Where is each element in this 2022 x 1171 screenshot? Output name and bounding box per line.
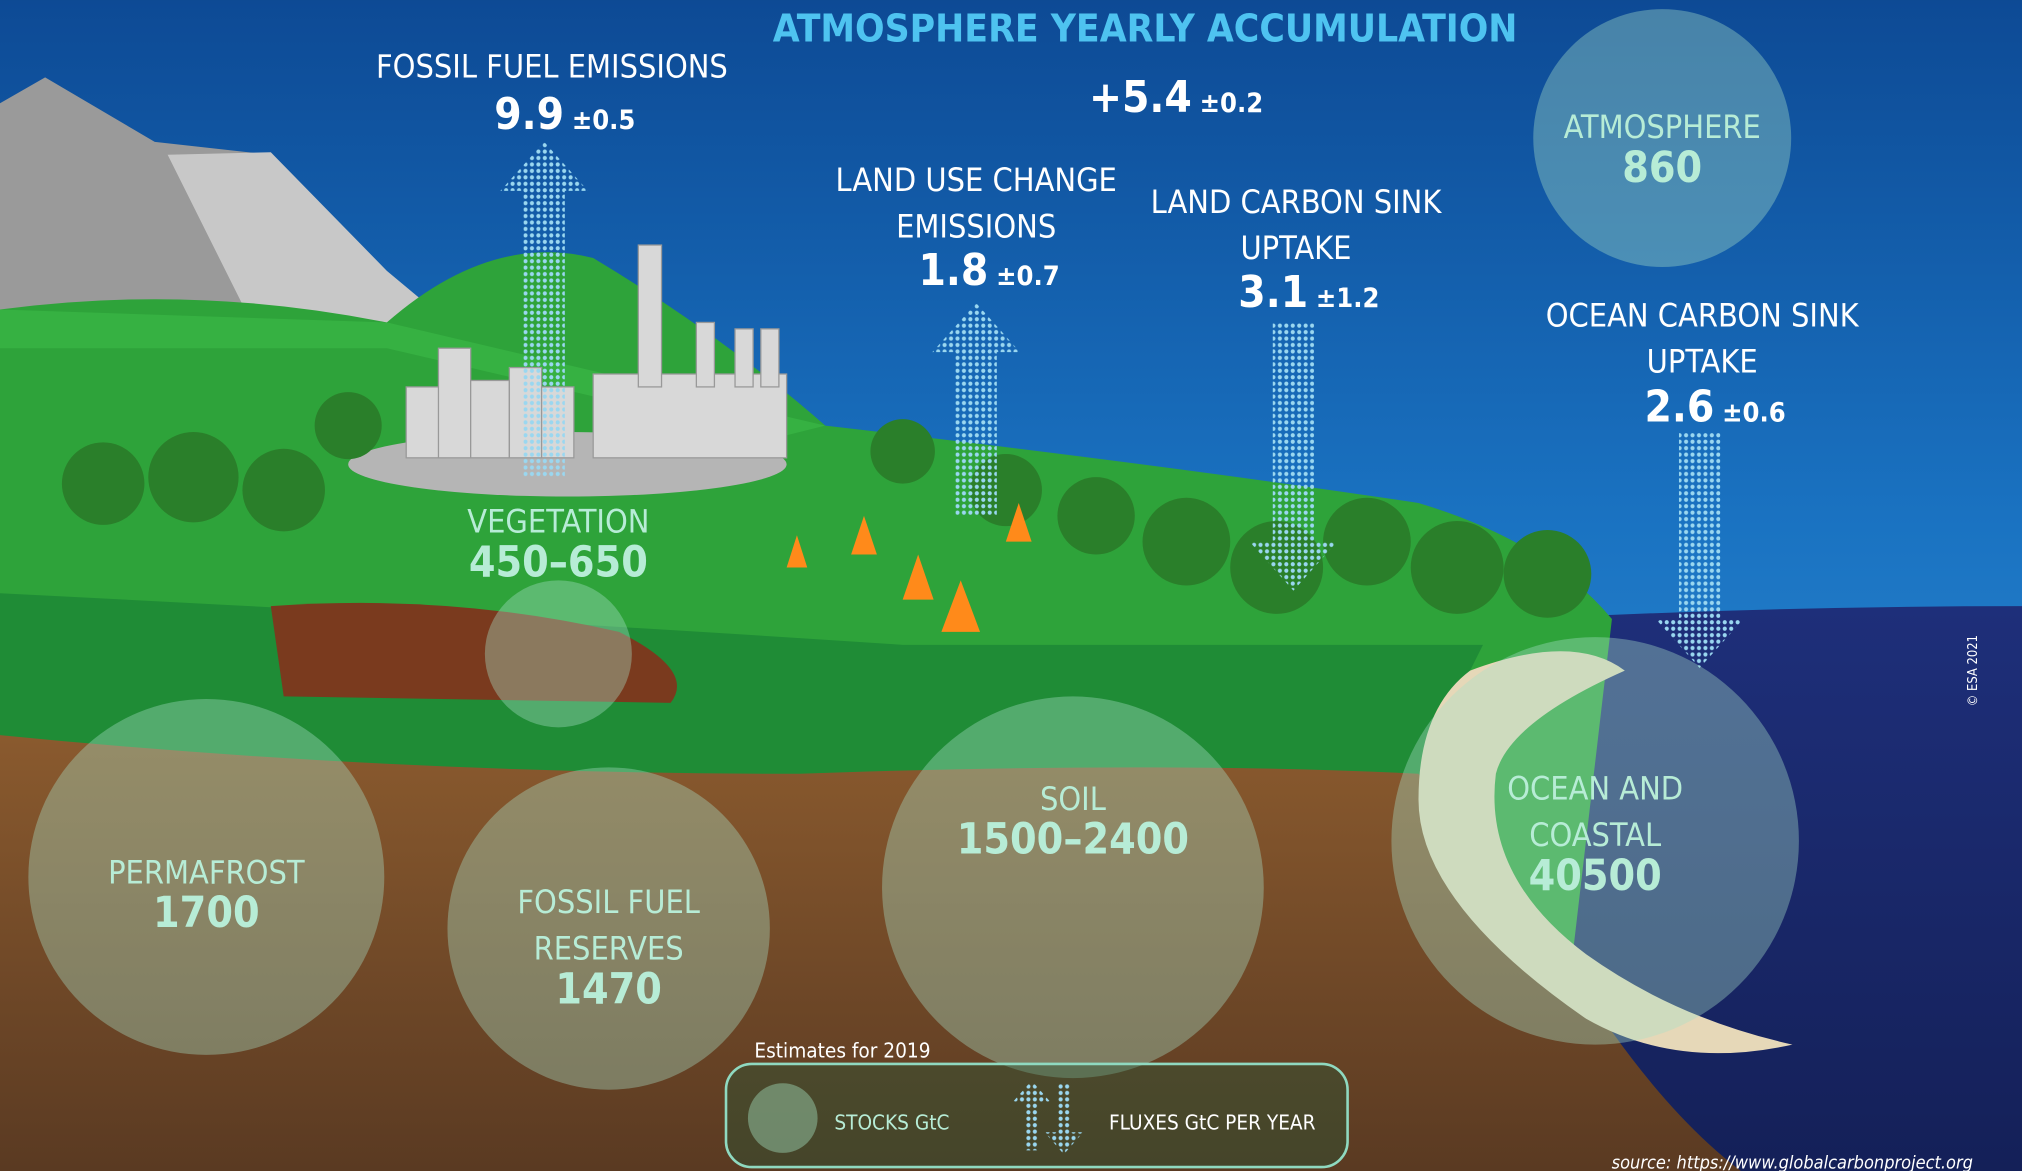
stock-value: 1470 xyxy=(555,965,662,1014)
flux-uncertainty: ±0.6 xyxy=(1722,398,1786,429)
stock-value: 450–650 xyxy=(469,538,648,587)
stock-circle xyxy=(447,767,770,1090)
flux-label: OCEAN CARBON SINK xyxy=(1546,296,1860,334)
flux-amount: 2.6 ±0.6 xyxy=(1645,382,1786,433)
flux-arrow xyxy=(500,141,589,478)
stock-value: 1500–2400 xyxy=(957,816,1189,865)
stock-circle xyxy=(1533,9,1792,267)
stock-circle xyxy=(1391,637,1799,1045)
stock-label: FOSSIL FUEL xyxy=(517,883,700,921)
legend-fluxes: FLUXES GtC PER YEAR xyxy=(1109,1111,1316,1135)
flux-value: 1.8 xyxy=(918,245,988,296)
stock-label: SOIL xyxy=(1040,780,1106,818)
flux-arrow xyxy=(932,303,1021,516)
mountain-snow xyxy=(167,152,465,336)
stock-circle xyxy=(484,580,632,728)
stock-label: VEGETATION xyxy=(467,503,649,541)
stock-label: ATMOSPHERE xyxy=(1564,108,1761,146)
legend-caption: Estimates for 2019 xyxy=(754,1038,930,1062)
hill xyxy=(0,309,826,439)
legend-stock-icon xyxy=(747,1083,818,1153)
labels: FOSSIL FUEL EMISSIONS 9.9 ±0.5 LAND USE CHA… xyxy=(28,9,1860,1090)
flux-amount: 9.9 ±0.5 xyxy=(494,89,635,140)
stock-label: PERMAFROST xyxy=(108,853,305,891)
stock-label: RESERVES xyxy=(534,929,684,967)
flux-amount: 1.8 ±0.7 xyxy=(918,245,1059,296)
flux-value: 9.9 xyxy=(494,89,564,140)
flux-label: LAND CARBON SINK xyxy=(1151,183,1443,221)
legend-flux-up xyxy=(1012,1080,1051,1151)
title: ATMOSPHERE YEARLY ACCUMULATION xyxy=(773,6,1518,51)
flux-value: 3.1 xyxy=(1238,267,1308,318)
accumulation: +5.4 ±0.2 xyxy=(1089,72,1263,123)
flux-label: UPTAKE xyxy=(1647,343,1758,381)
stock-value: 1700 xyxy=(153,889,260,938)
flux-amount: 3.1 ±1.2 xyxy=(1238,267,1379,318)
flux-label: UPTAKE xyxy=(1240,229,1351,267)
legend-flux-down xyxy=(1044,1083,1084,1155)
flux-label: FOSSIL FUEL EMISSIONS xyxy=(376,47,728,85)
flux-value: 2.6 xyxy=(1645,382,1715,433)
stock-value: 860 xyxy=(1622,144,1702,193)
beach xyxy=(1418,651,1793,1054)
flux-arrow xyxy=(1655,432,1744,669)
stock-value: 40500 xyxy=(1529,852,1662,901)
farm-field xyxy=(270,602,678,703)
stock-circle xyxy=(882,696,1264,1079)
stock-label: OCEAN AND xyxy=(1507,770,1683,808)
flux-uncertainty: ±1.2 xyxy=(1316,283,1380,314)
copyright: © ESA 2021 xyxy=(1966,635,1981,706)
flux-uncertainty: ±0.7 xyxy=(996,261,1060,292)
stock-circle xyxy=(28,698,385,1055)
flux-label: EMISSIONS xyxy=(896,207,1056,245)
accumulation-value: +5.4 xyxy=(1089,72,1192,123)
fires xyxy=(786,502,1032,632)
stock-label: COASTAL xyxy=(1529,816,1661,854)
flux-uncertainty: ±0.5 xyxy=(572,105,636,136)
legend-stocks: STOCKS GtC xyxy=(834,1111,949,1135)
soil-layer xyxy=(0,735,1741,1171)
flux-label: LAND USE CHANGE xyxy=(835,161,1116,199)
source: source: https://www.globalcarbonproject.… xyxy=(1612,1152,1973,1171)
flux-arrow xyxy=(1249,322,1338,591)
accumulation-uncertainty: ±0.2 xyxy=(1200,88,1264,119)
